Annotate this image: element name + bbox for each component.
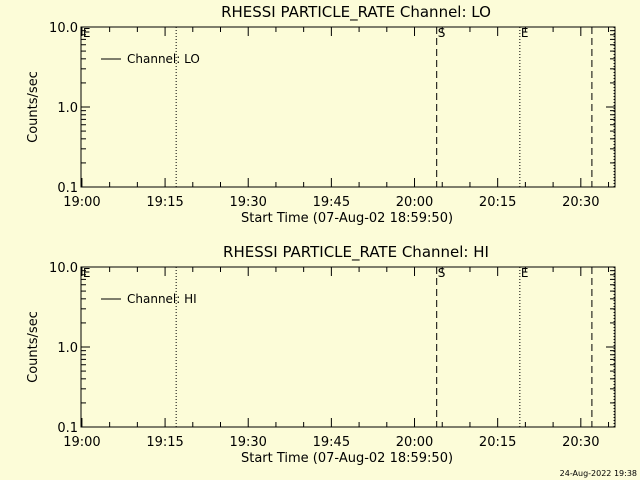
x-tick-label: 19:30 (229, 195, 266, 210)
y-tick-label: 0.1 (57, 181, 78, 196)
x-tick-label: 19:30 (229, 435, 266, 450)
x-tick-label: 20:15 (479, 195, 516, 210)
x-tick-label: 19:15 (146, 435, 183, 450)
event-marker-label: S (438, 26, 446, 40)
x-tick-label: 20:30 (562, 195, 599, 210)
y-tick-label: 0.1 (57, 421, 78, 436)
x-axis-label: Start Time (07-Aug-02 18:59:50) (241, 451, 453, 466)
event-marker-label: S (438, 266, 446, 280)
x-tick-label: 19:45 (313, 195, 350, 210)
y-tick-label: 10.0 (49, 261, 78, 276)
event-marker-label: E (521, 26, 529, 40)
legend-entry: Channel: HI (127, 292, 197, 306)
x-tick-label: 20:30 (562, 435, 599, 450)
y-axis-label: Counts/sec (26, 71, 41, 143)
plot-frame (80, 26, 616, 188)
chart-panel-lo: RHESSI PARTICLE_RATE Channel: LO 0.1 1.0 10… (26, 3, 616, 226)
x-axis-label: Start Time (07-Aug-02 18:59:50) (241, 211, 453, 226)
y-tick-label: 1.0 (57, 341, 78, 356)
chart-panel-hi: RHESSI PARTICLE_RATE Channel: HI 0.1 1.0 10… (26, 243, 616, 466)
plot-frame (80, 266, 616, 428)
event-marker-label: E (521, 266, 529, 280)
x-tick-label: 19:15 (146, 195, 183, 210)
chart-title: RHESSI PARTICLE_RATE Channel: HI (223, 243, 489, 262)
legend-entry: Channel: LO (127, 52, 200, 66)
x-tick-label: 20:00 (396, 435, 433, 450)
x-tick-label: 19:45 (313, 435, 350, 450)
x-tick-label: 19:00 (63, 435, 100, 450)
y-axis-label: Counts/sec (26, 311, 41, 383)
event-marker-label: E (83, 266, 91, 280)
chart-title: RHESSI PARTICLE_RATE Channel: LO (221, 3, 491, 22)
y-tick-label: 10.0 (49, 21, 78, 36)
x-tick-label: 20:15 (479, 435, 516, 450)
y-tick-label: 1.0 (57, 101, 78, 116)
footer-timestamp: 24-Aug-2022 19:38 (560, 469, 637, 478)
x-tick-label: 19:00 (63, 195, 100, 210)
event-marker-label: E (83, 26, 91, 40)
x-tick-label: 20:00 (396, 195, 433, 210)
